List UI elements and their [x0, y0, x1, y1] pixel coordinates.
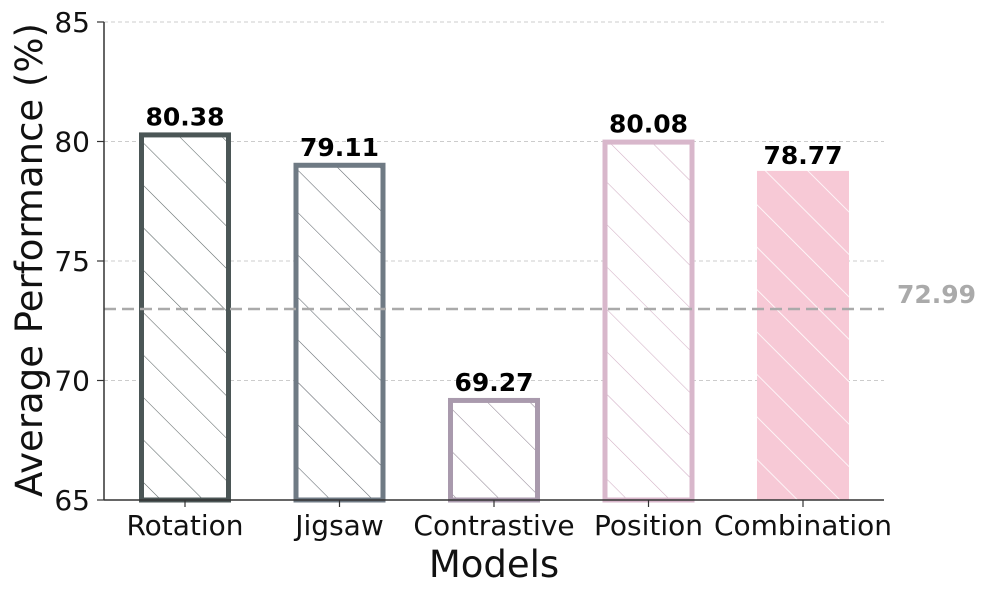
- y-tick-label: 70: [54, 365, 90, 398]
- x-tick-label: Rotation: [126, 509, 243, 542]
- x-tick-label: Position: [594, 509, 703, 542]
- axes: [97, 21, 884, 507]
- x-tick-label: Contrastive: [413, 509, 574, 542]
- bars: [139, 132, 849, 503]
- bar-jigsaw: [293, 162, 386, 503]
- y-tick-label: 75: [54, 245, 90, 278]
- value-label-combination: 78.77: [763, 141, 842, 170]
- y-tick-label: 85: [54, 6, 90, 39]
- bar-rotation: [139, 132, 231, 503]
- value-label-position: 80.08: [609, 110, 688, 139]
- x-tick-label: Combination: [714, 509, 892, 542]
- value-label-contrastive: 69.27: [454, 368, 533, 397]
- value-label-jigsaw: 79.11: [300, 133, 379, 162]
- x-axis-title: Models: [429, 543, 559, 586]
- y-tick-label: 80: [54, 126, 90, 159]
- bar-position: [602, 139, 695, 503]
- y-tick-label: 65: [54, 484, 90, 517]
- bar-combination: [757, 170, 849, 500]
- labels: 65 70 75 80 85 80.38 Rotation 79.11 Jigsaw 69.27 C…: [54, 6, 976, 542]
- x-tick-label: Jigsaw: [293, 509, 383, 542]
- value-label-rotation: 80.38: [145, 102, 224, 131]
- bar-contrastive: [448, 397, 540, 503]
- y-axis-title: Average Performance (%): [8, 23, 51, 497]
- reference-line-label: 72.99: [897, 280, 976, 309]
- grid-lines: [104, 21, 884, 381]
